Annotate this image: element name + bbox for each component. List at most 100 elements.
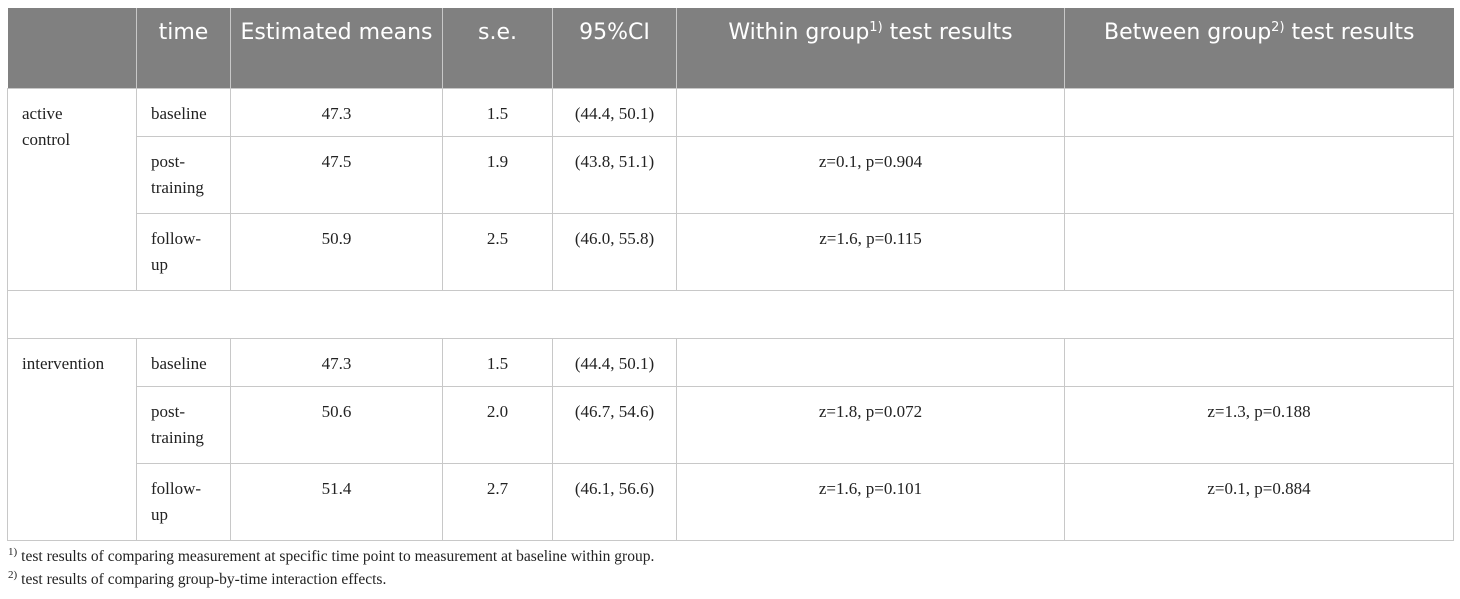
ci-text: (46.7, 54.6) [574, 401, 655, 421]
between-text: z=1.3, p=0.188 [1207, 401, 1311, 421]
group-label: active control [22, 103, 71, 149]
footnote-text: test results of comparing measurement at… [21, 548, 655, 565]
time-text: baseline [151, 353, 207, 373]
within-cell [676, 87, 1065, 137]
mean-text: 51.4 [321, 478, 352, 498]
data-row: active control baseline 47.3 1.5 (44.4, 50.1… [7, 87, 1454, 291]
mean-cell: 47.5 [230, 135, 443, 214]
ci-text: (44.4, 50.1) [574, 103, 655, 123]
ci-text: (44.4, 50.1) [574, 353, 655, 373]
ci-cell: (46.7, 54.6) [552, 385, 677, 464]
within-cell: z=0.1, p=0.904 [676, 135, 1065, 214]
data-row: follow-up 51.4 2.7 (46.1, 56.6) z=1.6, p=0.1… [8, 462, 1454, 541]
ci-cell: (46.1, 56.6) [552, 462, 677, 541]
ci-cell: (44.4, 50.1) [552, 337, 677, 387]
ci-cell: (44.4, 50.1) [552, 87, 677, 137]
time-cell: post-training [136, 385, 231, 464]
within-cell: z=1.6, p=0.115 [676, 212, 1065, 291]
within-cell: z=1.8, p=0.072 [676, 385, 1065, 464]
time-cell: post-training [136, 135, 231, 214]
group-cell: active control [7, 87, 137, 291]
mean-cell: 50.6 [230, 385, 443, 464]
time-text: baseline [151, 103, 207, 123]
se-text: 1.5 [486, 103, 509, 123]
time-text: follow-up [151, 228, 202, 274]
within-text: z=1.6, p=0.115 [819, 228, 922, 248]
footnote: 1) test results of comparing measurement … [8, 545, 654, 568]
footnote-marker: 2) [8, 569, 18, 581]
time-text: post-training [151, 151, 204, 197]
spacer-cell [7, 289, 1454, 339]
within-cell [676, 337, 1065, 387]
header-cell: Within group1) test results [676, 8, 1065, 88]
data-row: post-training 47.5 1.9 (43.8, 51.1) z=0.1, p… [8, 135, 1454, 214]
mean-text: 47.3 [321, 103, 352, 123]
table-body: active control baseline 47.3 1.5 (44.4, 50.1… [7, 87, 1454, 541]
data-row: intervention baseline 47.3 1.5 (44.4, 50.1) [7, 337, 1454, 541]
se-text: 2.0 [486, 401, 509, 421]
time-cell: follow-up [136, 212, 231, 291]
se-cell: 2.7 [442, 462, 553, 541]
footnote-marker: 1) [869, 20, 883, 35]
header-text: Within group [728, 20, 870, 45]
mean-text: 47.5 [321, 151, 352, 171]
header-cell: time [136, 8, 231, 88]
ci-cell: (46.0, 55.8) [552, 212, 677, 291]
se-cell: 2.0 [442, 385, 553, 464]
between-text: z=0.1, p=0.884 [1207, 478, 1311, 498]
time-cell: baseline [136, 337, 231, 387]
header-cell: 95%CI [552, 8, 677, 88]
mean-text: 50.9 [321, 228, 352, 248]
header-row: time Estimated means s.e. 95%CI Within group… [7, 8, 1454, 88]
results-table: time Estimated means s.e. 95%CI Within group… [7, 8, 1454, 541]
footnote-text: test results of comparing group-by-time … [21, 571, 387, 588]
between-cell [1064, 135, 1454, 214]
mean-cell: 47.3 [230, 87, 443, 137]
header-text: s.e. [478, 20, 517, 45]
header-cell [7, 8, 137, 88]
se-text: 1.9 [486, 151, 509, 171]
time-text: follow-up [151, 478, 202, 524]
footnote-marker: 2) [1271, 20, 1285, 35]
time-text: post-training [151, 401, 204, 447]
header-text: 95%CI [579, 20, 650, 45]
header-cell: s.e. [442, 8, 553, 88]
within-text: z=0.1, p=0.904 [818, 151, 923, 171]
between-cell [1064, 337, 1454, 387]
se-text: 2.7 [486, 478, 509, 498]
header-cell: Between group2) test results [1064, 8, 1454, 88]
data-row: follow-up 50.9 2.5 (46.0, 55.8) z=1.6, p=0.1… [8, 212, 1454, 291]
se-cell: 1.5 [442, 337, 553, 387]
ci-text: (43.8, 51.1) [574, 151, 655, 171]
within-cell: z=1.6, p=0.101 [676, 462, 1065, 541]
within-text: z=1.6, p=0.101 [818, 478, 923, 498]
between-cell [1064, 87, 1454, 137]
ci-text: (46.0, 55.8) [574, 228, 655, 248]
header-text: time [158, 20, 209, 45]
footnote: 2) test results of comparing group-by-tim… [8, 568, 654, 591]
time-cell: follow-up [136, 462, 231, 541]
header-text: Estimated means [240, 20, 433, 45]
within-text: z=1.8, p=0.072 [818, 401, 923, 421]
mean-cell: 51.4 [230, 462, 443, 541]
se-text: 1.5 [486, 353, 509, 373]
ci-cell: (43.8, 51.1) [552, 135, 677, 214]
mean-text: 47.3 [321, 353, 352, 373]
data-row: post-training 50.6 2.0 (46.7, 54.6) z=1.8, p… [8, 385, 1454, 464]
between-cell: z=1.3, p=0.188 [1064, 385, 1454, 464]
mean-text: 50.6 [321, 401, 352, 421]
mean-cell: 50.9 [230, 212, 443, 291]
group-label: intervention [22, 353, 105, 373]
header-text: test results [1291, 20, 1415, 45]
se-text: 2.5 [486, 228, 509, 248]
between-cell: z=0.1, p=0.884 [1064, 462, 1454, 541]
se-cell: 1.9 [442, 135, 553, 214]
table-wrap: time Estimated means s.e. 95%CI Within group… [7, 8, 1454, 541]
header-cell: Estimated means [230, 8, 443, 88]
se-cell: 2.5 [442, 212, 553, 291]
se-cell: 1.5 [442, 87, 553, 137]
spacer-row [7, 289, 1454, 339]
mean-cell: 47.3 [230, 337, 443, 387]
group-cell: intervention [7, 337, 137, 541]
